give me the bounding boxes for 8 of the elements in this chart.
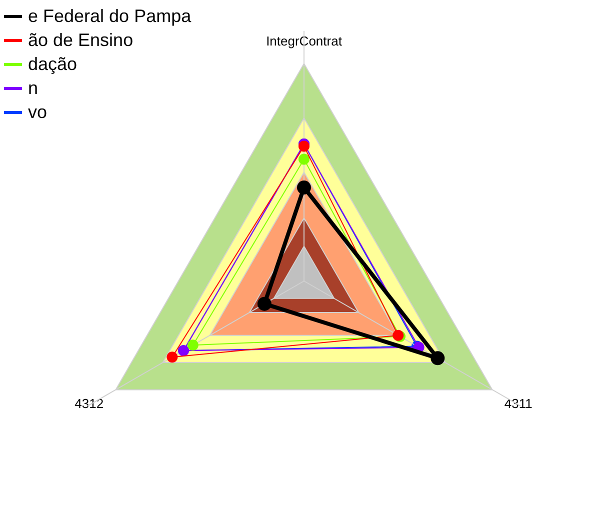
spoke-label: 4311 [504, 396, 532, 412]
legend-label: dação [28, 53, 78, 76]
legend-label: ão de Ensino [28, 29, 134, 52]
spoke-label: 4312 [74, 396, 104, 412]
legend-label: vo [28, 101, 48, 124]
spoke-label: IntegrContrat [266, 33, 342, 48]
legend-label: e Federal do Pampa [28, 5, 192, 28]
legend-label: n [28, 77, 38, 100]
